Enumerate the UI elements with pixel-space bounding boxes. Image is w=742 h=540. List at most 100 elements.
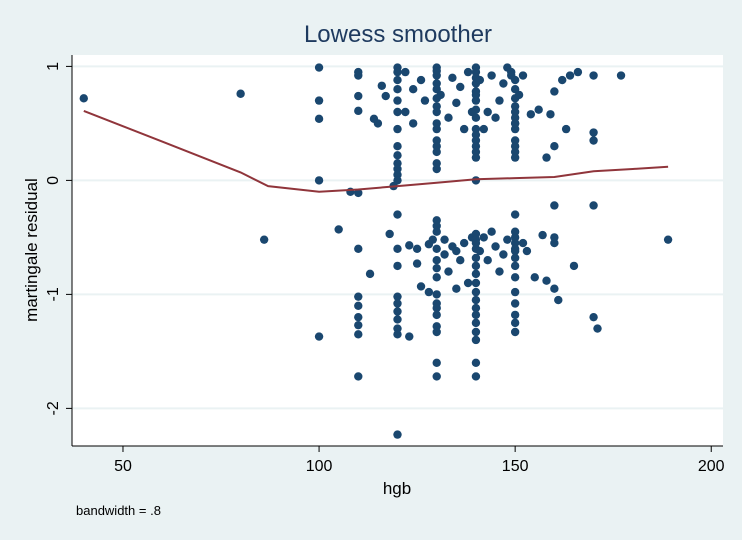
x-tick-label: 200 xyxy=(698,458,725,475)
scatter-point xyxy=(432,124,441,134)
scatter-point xyxy=(546,110,555,119)
scatter-point xyxy=(510,119,520,128)
scatter-point xyxy=(456,255,465,265)
scatter-point xyxy=(408,119,418,128)
scatter-point xyxy=(542,153,551,162)
scatter-point xyxy=(432,71,441,80)
bandwidth-note: bandwidth = .8 xyxy=(76,503,161,518)
scatter-point xyxy=(354,91,363,101)
scatter-point xyxy=(538,230,547,240)
scatter-point xyxy=(354,244,363,253)
x-axis: 50 100 150 200 xyxy=(72,445,725,475)
scatter-point xyxy=(354,292,363,301)
scatter-point xyxy=(440,235,449,244)
scatter-points xyxy=(79,63,673,439)
scatter-point xyxy=(550,238,559,248)
scatter-point xyxy=(589,201,598,210)
scatter-point xyxy=(471,261,481,271)
y-tick-label: -2 xyxy=(45,401,62,415)
y-tick-label: 0 xyxy=(45,176,62,185)
scatter-point xyxy=(432,273,441,282)
scatter-point xyxy=(530,273,539,282)
scatter-point xyxy=(534,105,543,114)
scatter-point xyxy=(495,96,504,105)
scatter-point xyxy=(554,295,563,305)
scatter-point xyxy=(479,233,488,242)
scatter-point xyxy=(589,71,598,80)
lowess-line xyxy=(83,109,669,193)
scatter-point xyxy=(354,330,363,339)
scatter-point xyxy=(432,358,441,367)
scatter-point xyxy=(499,250,508,259)
scatter-point xyxy=(471,90,481,100)
scatter-point xyxy=(452,98,461,108)
scatter-point xyxy=(479,124,488,134)
scatter-point xyxy=(471,335,481,345)
scatter-point xyxy=(452,284,461,293)
scatter-point xyxy=(475,246,485,256)
scatter-point xyxy=(593,324,602,333)
scatter-point xyxy=(471,310,481,320)
scatter-point xyxy=(550,141,559,151)
scatter-point xyxy=(412,244,422,253)
scatter-point xyxy=(436,90,445,100)
scatter-point xyxy=(558,75,567,85)
scatter-point xyxy=(503,235,512,244)
scatter-point xyxy=(491,242,500,251)
scatter-point xyxy=(334,225,343,234)
scatter-point xyxy=(483,107,492,117)
scatter-point xyxy=(589,312,598,322)
scatter-point xyxy=(569,261,579,271)
scatter-point xyxy=(393,330,402,339)
scatter-point xyxy=(401,67,410,77)
scatter-point xyxy=(459,238,469,248)
y-tick-label: -1 xyxy=(45,287,62,301)
scatter-point xyxy=(510,310,520,320)
scatter-point xyxy=(354,188,363,198)
scatter-point xyxy=(518,71,528,80)
scatter-point xyxy=(471,269,481,279)
scatter-point xyxy=(510,75,520,85)
scatter-point xyxy=(471,327,481,337)
scatter-point xyxy=(510,153,520,162)
y-axis-title: martingale residual xyxy=(22,178,41,322)
scatter-point xyxy=(314,63,324,72)
scatter-point xyxy=(420,96,430,105)
scatter-point xyxy=(483,255,492,265)
scatter-point xyxy=(471,303,481,313)
scatter-point xyxy=(259,235,269,244)
scatter-point xyxy=(393,261,402,271)
scatter-point xyxy=(510,327,520,337)
scatter-point xyxy=(393,141,402,151)
scatter-point xyxy=(393,96,402,105)
scatter-point xyxy=(448,73,457,82)
scatter-point xyxy=(432,147,441,157)
scatter-point xyxy=(510,261,520,271)
scatter-point xyxy=(393,75,402,85)
scatter-point xyxy=(432,310,441,320)
scatter-point xyxy=(432,303,441,313)
scatter-point xyxy=(377,81,387,90)
scatter-point xyxy=(432,227,441,236)
scatter-point xyxy=(542,276,551,285)
scatter-point xyxy=(385,229,394,239)
scatter-point xyxy=(459,124,469,134)
x-tick-label: 50 xyxy=(114,458,132,475)
scatter-point xyxy=(236,89,245,98)
scatter-point xyxy=(463,67,473,77)
scatter-point xyxy=(432,107,441,117)
scatter-point xyxy=(393,315,402,324)
scatter-point xyxy=(393,124,402,134)
scatter-point xyxy=(471,318,481,328)
scatter-point xyxy=(510,273,520,282)
scatter-point xyxy=(475,75,485,85)
scatter-point xyxy=(510,244,520,253)
scatter-point xyxy=(471,372,481,381)
scatter-point xyxy=(416,75,426,85)
scatter-point xyxy=(393,67,402,77)
scatter-point xyxy=(444,113,453,122)
scatter-point xyxy=(314,176,324,185)
scatter-point xyxy=(424,287,434,297)
scatter-point xyxy=(432,255,441,265)
scatter-point xyxy=(522,246,532,256)
